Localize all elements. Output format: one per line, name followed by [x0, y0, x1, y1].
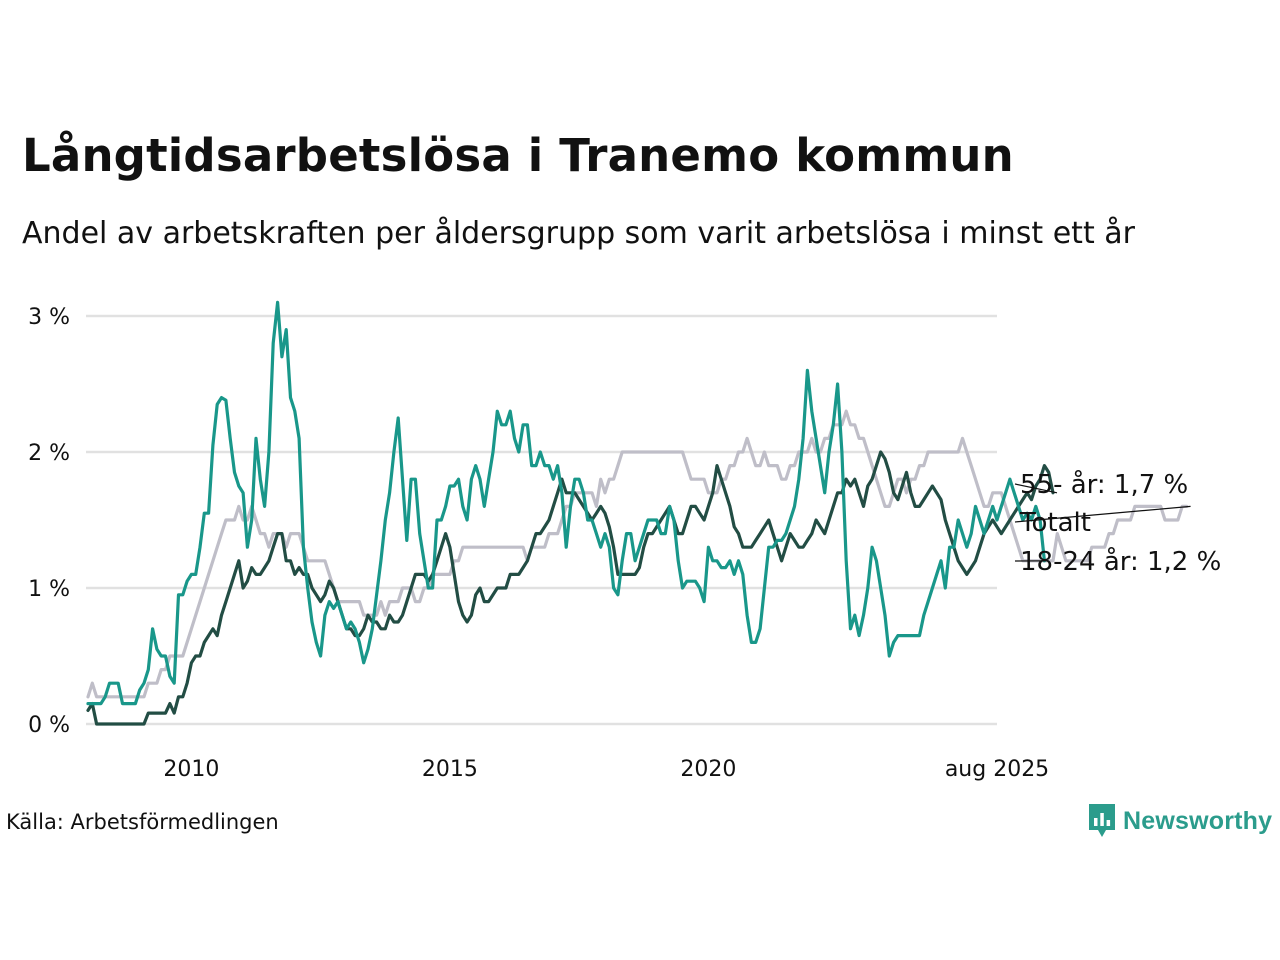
end-labels: Totalt 55- år: 1,7 % 18-24 år: 1,2 %	[1014, 469, 1221, 577]
chart-subtitle: Andel av arbetskraften per åldersgrupp s…	[22, 216, 1135, 251]
x-tick-label-1: 2015	[422, 757, 478, 782]
end-label-total: Totalt	[1019, 508, 1091, 538]
series-line-youth	[86, 300, 1046, 706]
end-label-youth: 18-24 år: 1,2 %	[1020, 546, 1221, 577]
end-label-senior: 55- år: 1,7 %	[1020, 469, 1188, 500]
end-label-connector-senior	[1014, 483, 1058, 494]
y-tick-label-1: 1 %	[28, 577, 70, 602]
series-lines	[86, 300, 1189, 726]
series-line-senior	[86, 450, 1055, 726]
end-label-connector-total	[1014, 505, 1191, 523]
brand-name: Newsworthy	[1123, 806, 1273, 835]
x-axis: 2010 2015 2020 aug 2025	[163, 757, 1049, 782]
y-tick-label-0: 0 %	[28, 713, 70, 738]
bar-chart-speech-icon	[1089, 804, 1115, 837]
grid-lines	[86, 314, 997, 726]
y-axis: 0 % 1 % 2 % 3 %	[28, 305, 70, 738]
brand-logo[interactable]: Newsworthy	[1088, 803, 1272, 839]
y-tick-label-2: 2 %	[28, 441, 70, 466]
y-tick-label-3: 3 %	[28, 305, 70, 330]
x-tick-label-3: aug 2025	[945, 757, 1049, 782]
x-tick-label-2: 2020	[680, 757, 736, 782]
source-note: Källa: Arbetsförmedlingen	[6, 810, 279, 834]
chart-title: Långtidsarbetslösa i Tranemo kommun	[22, 129, 1014, 182]
x-tick-label-0: 2010	[163, 757, 219, 782]
